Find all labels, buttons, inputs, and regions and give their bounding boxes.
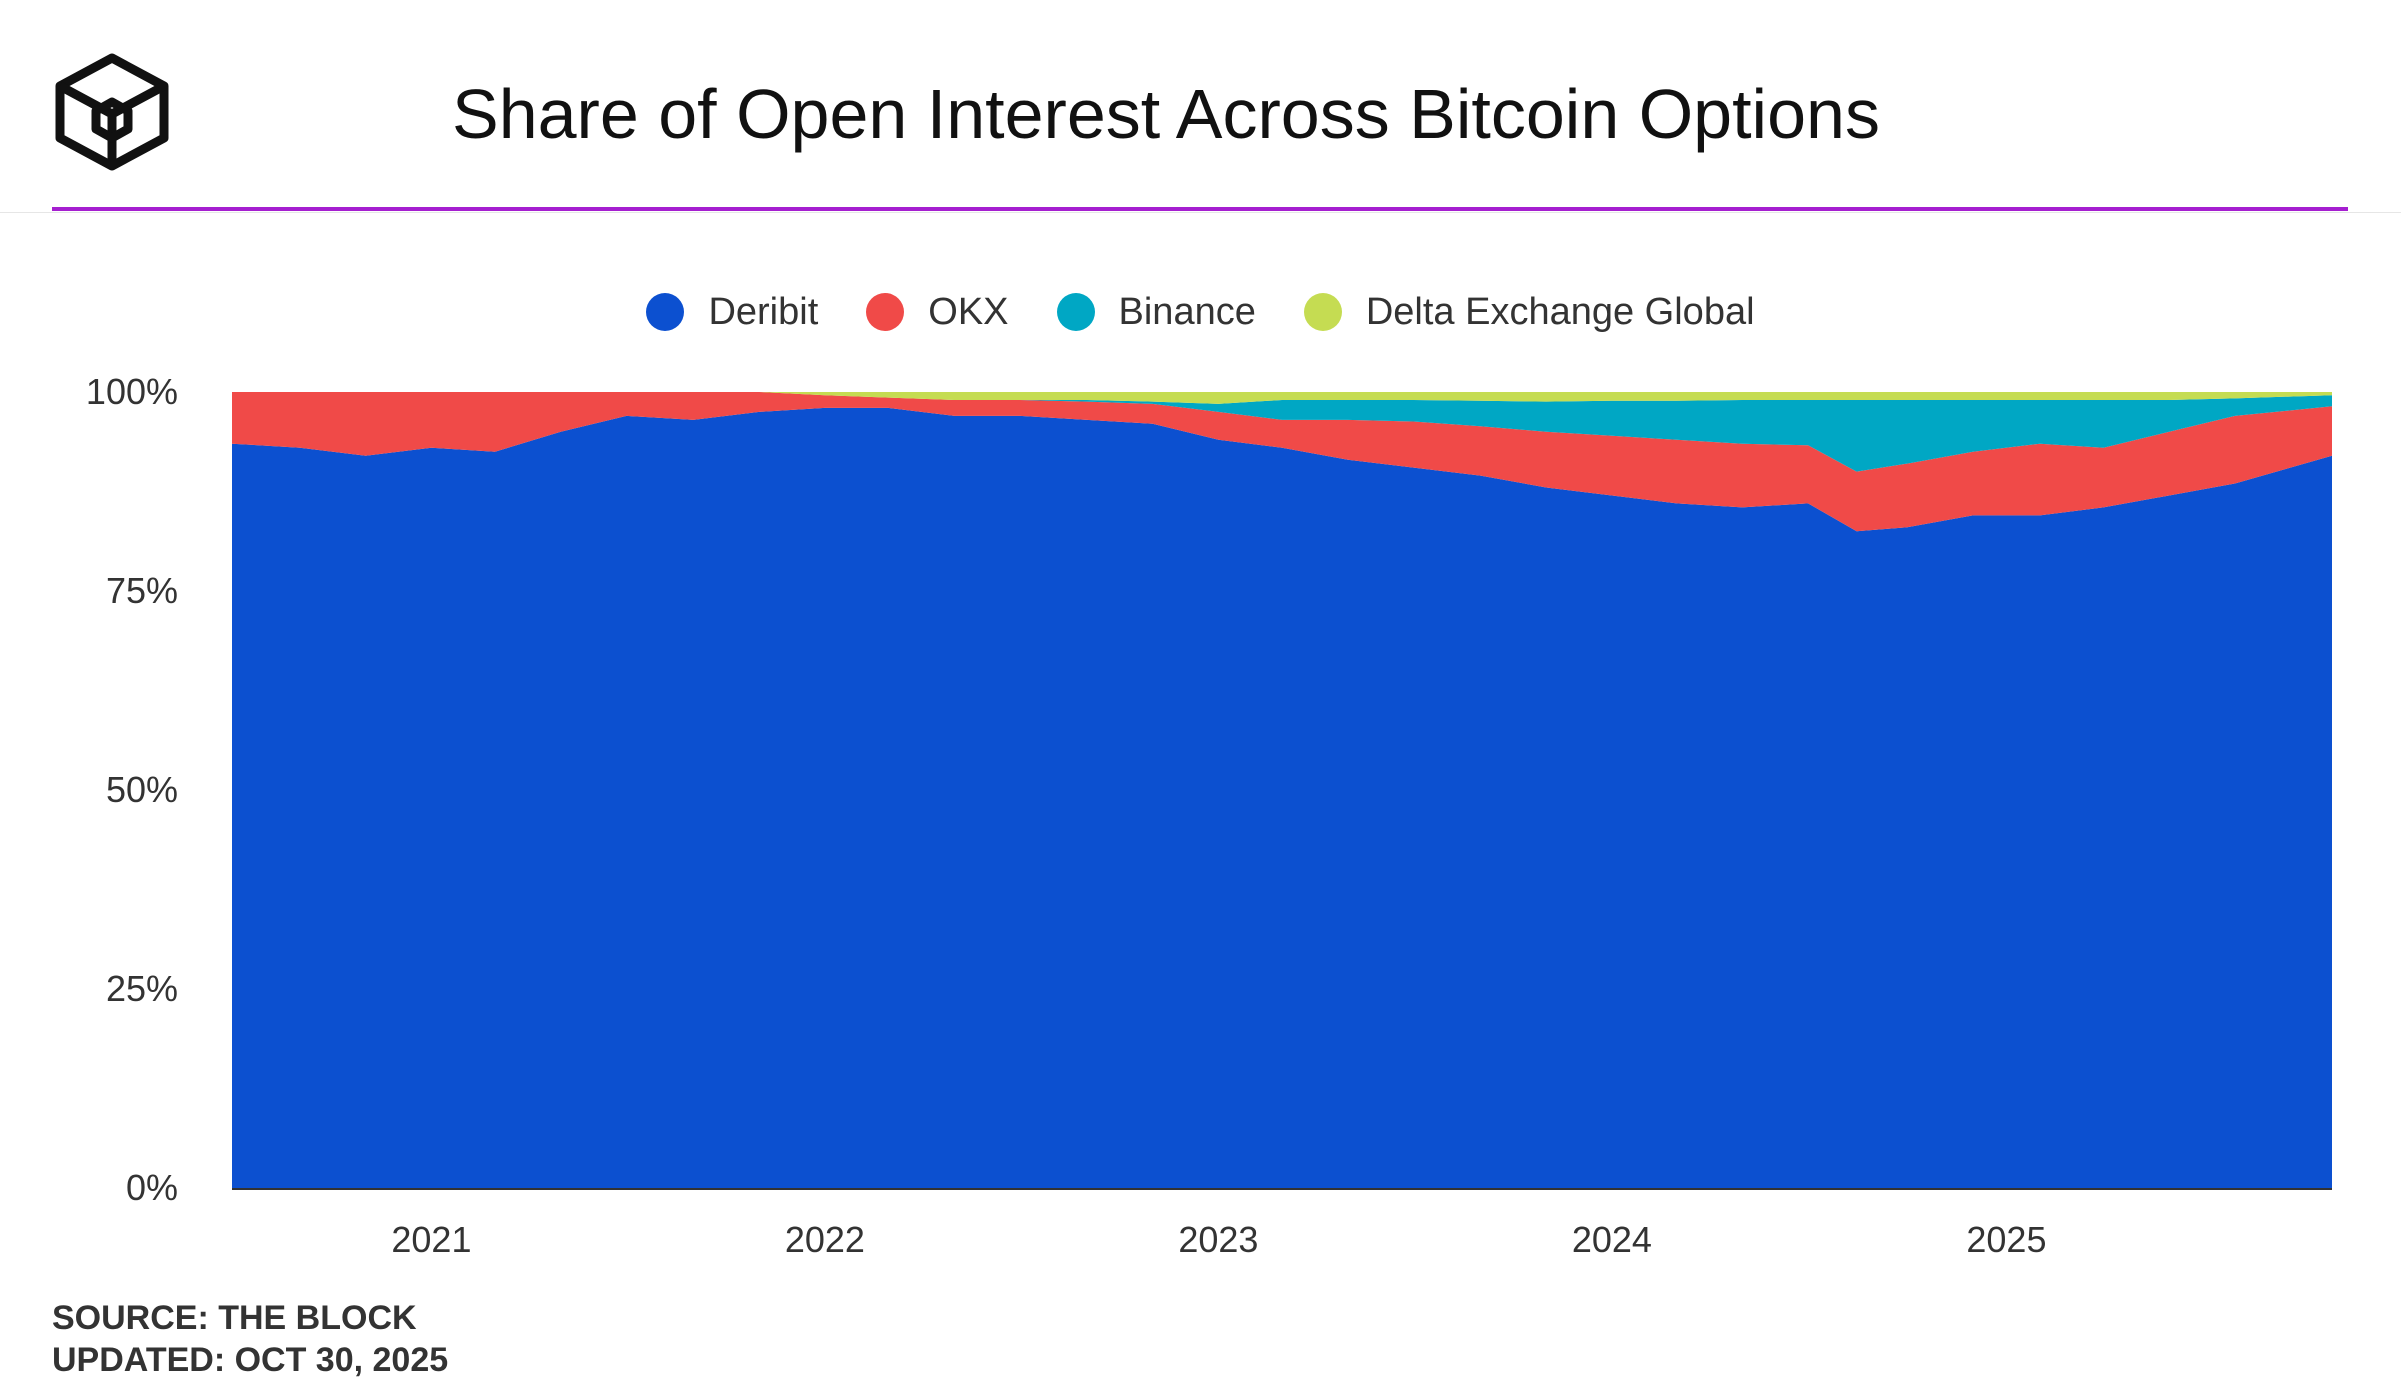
x-tick-label: 2023 <box>1178 1219 1258 1260</box>
legend-label: Deribit <box>708 290 819 333</box>
legend-label: Delta Exchange Global <box>1365 290 1755 333</box>
area-delta-exchange-global[interactable] <box>232 392 2332 404</box>
legend-item-okx[interactable]: OKX <box>866 290 1009 334</box>
cube-logo-icon <box>55 53 169 171</box>
y-tick-label: 75% <box>106 570 178 611</box>
legend-swatch <box>866 293 905 331</box>
area-okx[interactable] <box>232 392 2332 532</box>
y-tick-label: 25% <box>106 968 178 1009</box>
legend-item-delta-exchange-global[interactable]: Delta Exchange Global <box>1303 290 1755 334</box>
y-tick-label: 100% <box>86 371 178 412</box>
source-line: SOURCE: THE BLOCK <box>52 1299 417 1337</box>
legend-swatch <box>1056 293 1095 331</box>
area-binance[interactable] <box>232 392 2332 472</box>
source-note: SOURCE: THE BLOCK UPDATED: OCT 30, 2025 <box>52 1297 448 1381</box>
updated-line: UPDATED: OCT 30, 2025 <box>52 1341 449 1379</box>
x-tick-label: 2024 <box>1572 1219 1652 1260</box>
legend-item-deribit[interactable]: Deribit <box>646 291 818 334</box>
chart-title: Share of Open Interest Across Bitcoin Op… <box>452 75 1880 153</box>
legend-label: Binance <box>1118 290 1256 333</box>
y-tick-label: 50% <box>106 769 178 810</box>
chart-legend: Deribit OKX Binance Delta Exchange Global <box>0 282 2401 342</box>
stacked-area-chart: 0% 25% 50% 75% 100% 2021 2022 2023 2024 2025 <box>86 371 2332 1260</box>
legend-swatch <box>646 293 685 331</box>
x-tick-label: 2022 <box>785 1219 865 1260</box>
x-tick-label: 2025 <box>1966 1219 2046 1260</box>
title-underline <box>52 207 2348 211</box>
legend-label: OKX <box>928 290 1009 333</box>
legend-item-binance[interactable]: Binance <box>1056 290 1256 334</box>
y-tick-label: 0% <box>126 1167 178 1208</box>
x-tick-label: 2021 <box>391 1219 471 1260</box>
header: Share of Open Interest Across Bitcoin Op… <box>0 0 2401 213</box>
area-deribit[interactable] <box>232 407 2332 1188</box>
legend-swatch <box>1303 293 1342 331</box>
